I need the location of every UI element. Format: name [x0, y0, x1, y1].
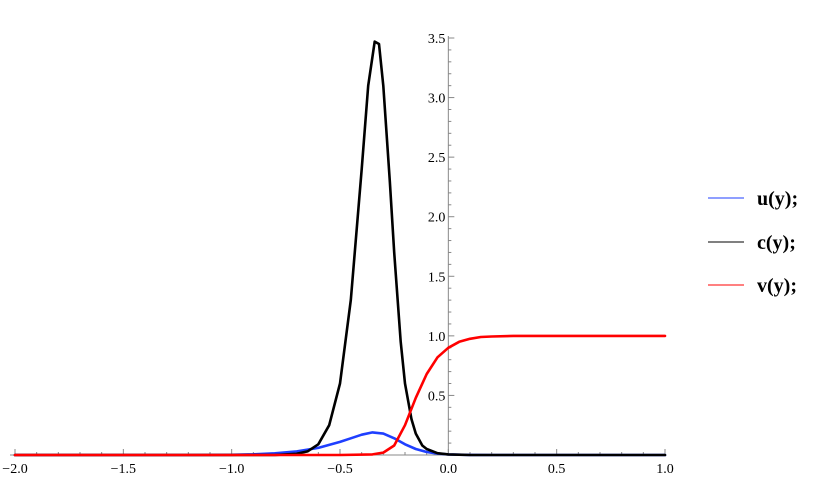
x-tick-label: 0.0 [440, 462, 458, 477]
y-tick-label: 0.5 [428, 389, 446, 404]
series-line-v [13, 334, 667, 457]
y-tick-label: 3.5 [428, 32, 446, 47]
x-tick-label: −2.0 [2, 462, 27, 477]
x-tick-label: 0.5 [548, 462, 566, 477]
legend: u(y); c(y); v(y); [708, 188, 798, 297]
series-layer [13, 40, 667, 457]
series-line-c [13, 40, 667, 457]
x-tick-label: 1.0 [656, 462, 674, 477]
y-tick-label: 1.0 [428, 330, 446, 345]
x-tick-label: −1.5 [111, 462, 136, 477]
y-tick-label: 1.5 [428, 270, 446, 285]
legend-label: c(y); [757, 232, 796, 254]
x-tick-label: −1.0 [219, 462, 244, 477]
y-tick-label: 2.0 [428, 211, 446, 226]
legend-label: v(y); [757, 275, 797, 297]
y-tick-label: 2.5 [428, 151, 446, 166]
x-tick-label: −0.5 [327, 462, 352, 477]
legend-label: u(y); [757, 188, 798, 210]
axes: −2.0 −1.5 −1.0 −0.5 0.0 0.5 1.0 0.5 1.0 1.5 2.0 2.5… [2, 32, 673, 477]
y-tick-label: 3.0 [428, 92, 446, 107]
